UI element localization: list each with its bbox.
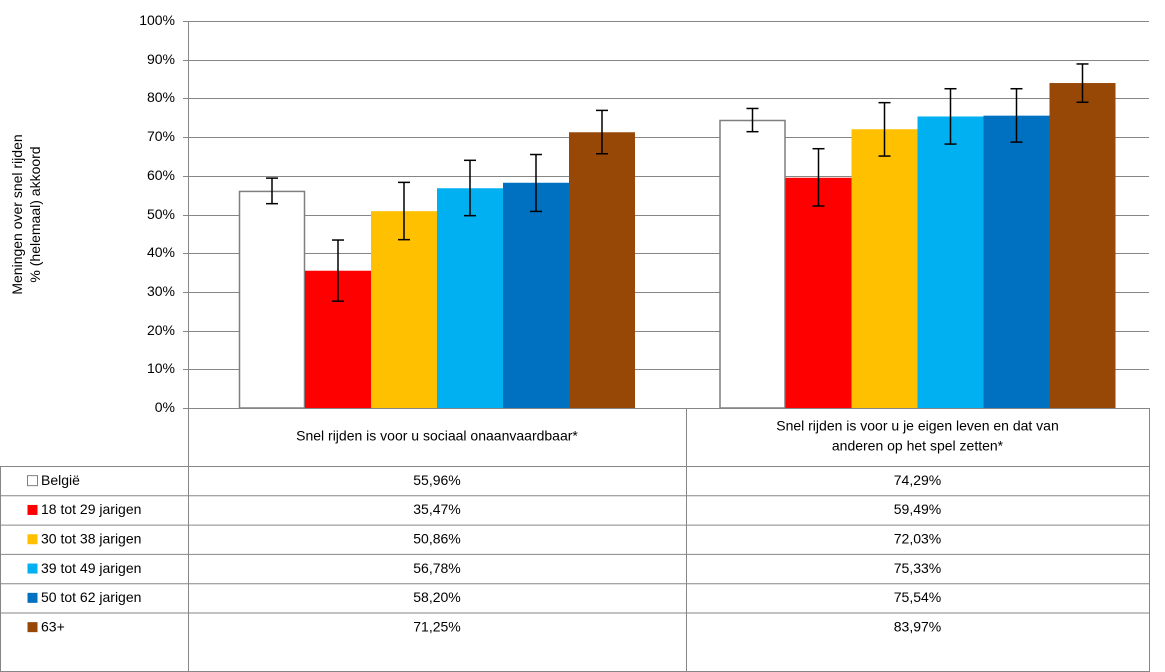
legend-label: 30 tot 38 jarigen <box>41 530 141 546</box>
y-tick-labels: 0% 10% 20% 30% 40% 50% 60% 70% 80% 90% 100% <box>139 12 175 415</box>
data-label: 72,03% <box>894 530 941 546</box>
axes <box>183 21 189 409</box>
y-tick-label: 30% <box>147 283 175 299</box>
y-tick-label: 100% <box>139 12 175 28</box>
bar <box>238 190 306 409</box>
data-label: 50,86% <box>413 530 460 546</box>
legend-key <box>27 622 38 633</box>
y-tick-label: 40% <box>147 244 175 260</box>
y-axis-label: Meningen over snel rijden% (helemaal) ak… <box>9 134 43 294</box>
bar <box>719 119 786 409</box>
y-tick-label: 50% <box>147 206 175 222</box>
category-label: Snel rijden is voor u je eigen leven en … <box>776 418 1059 434</box>
data-label: 75,33% <box>894 560 941 576</box>
legend-label: 18 tot 29 jarigen <box>41 501 141 517</box>
legend-label: 39 tot 49 jarigen <box>41 560 141 576</box>
category-label: Snel rijden is voor u sociaal onaanvaard… <box>296 428 578 444</box>
error-bars <box>266 63 1089 302</box>
legend-key <box>27 504 38 515</box>
y-tick-label: 80% <box>147 89 175 105</box>
bar <box>851 129 918 408</box>
bar <box>503 182 569 408</box>
y-tick-label: 0% <box>155 399 175 415</box>
legend-key <box>27 592 38 603</box>
legend-label: 50 tot 62 jarigen <box>41 589 141 605</box>
legend-label: 63+ <box>41 618 65 634</box>
data-label: 56,78% <box>413 560 460 576</box>
data-label: 71,25% <box>413 618 460 634</box>
bar <box>569 132 635 408</box>
legend-key <box>27 534 38 545</box>
legend-key <box>27 475 38 487</box>
y-tick-label: 70% <box>147 128 175 144</box>
bars <box>238 83 1116 409</box>
y-tick-label: 10% <box>147 360 175 376</box>
data-label: 58,20% <box>413 589 460 605</box>
bar <box>983 115 1050 408</box>
y-axis-label-line: Meningen over snel rijden <box>9 134 25 294</box>
bar <box>371 211 437 408</box>
bar <box>785 177 852 408</box>
data-label: 74,29% <box>894 472 941 488</box>
bar <box>1049 83 1116 408</box>
data-label: 59,49% <box>894 501 941 517</box>
y-tick-label: 60% <box>147 167 175 183</box>
y-tick-label: 90% <box>147 51 175 67</box>
bar <box>437 188 503 408</box>
category-label: anderen op het spel zetten* <box>832 438 1004 454</box>
data-label: 35,47% <box>413 501 460 517</box>
legend-label: België <box>41 472 80 488</box>
data-label: 83,97% <box>894 618 941 634</box>
data-table: Snel rijden is voor u sociaal onaanvaard… <box>0 408 1150 672</box>
data-label: 55,96% <box>413 472 460 488</box>
y-axis-label-line: % (helemaal) akkoord <box>27 146 43 282</box>
data-label: 75,54% <box>894 589 941 605</box>
y-tick-label: 20% <box>147 322 175 338</box>
bar <box>917 116 984 408</box>
legend-key <box>27 563 38 574</box>
